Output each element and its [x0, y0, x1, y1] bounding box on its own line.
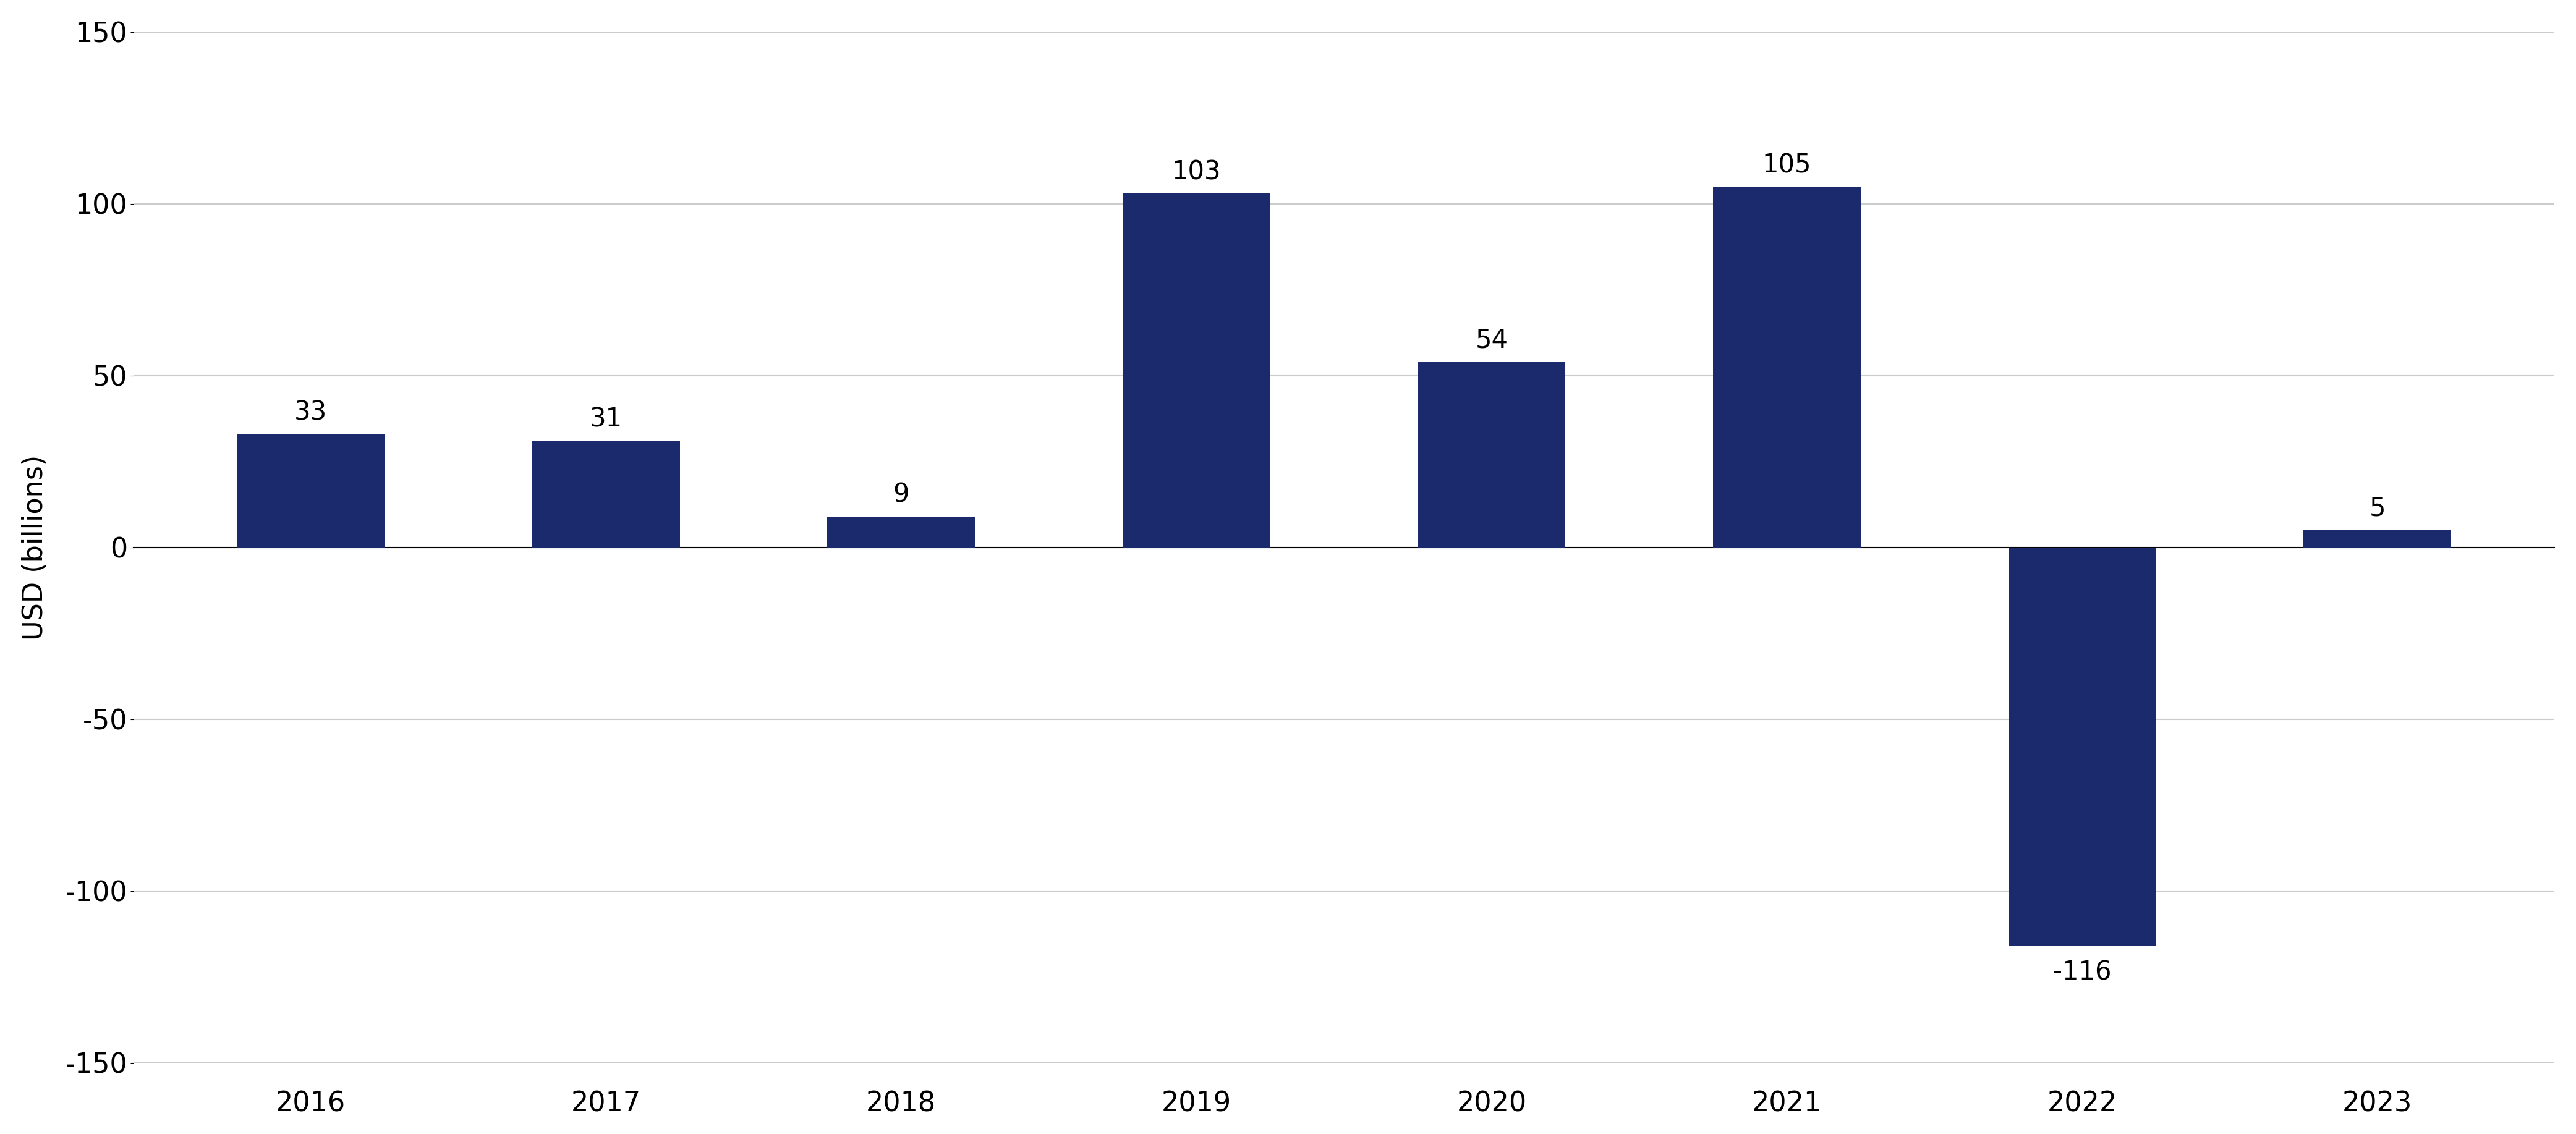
Text: 31: 31	[590, 406, 623, 432]
Text: 33: 33	[294, 399, 327, 425]
Bar	[2009, 548, 2156, 946]
Text: 2017: 2017	[572, 1090, 641, 1117]
Text: 2020: 2020	[1455, 1090, 1528, 1117]
Bar	[827, 516, 974, 548]
Text: 9: 9	[894, 482, 909, 508]
Text: 2021: 2021	[1752, 1090, 1821, 1117]
Text: 5: 5	[2370, 496, 2385, 522]
Text: 2019: 2019	[1162, 1090, 1231, 1117]
Bar	[237, 434, 384, 548]
Text: 105: 105	[1762, 152, 1811, 178]
Text: 2022: 2022	[2048, 1090, 2117, 1117]
Y-axis label: USD (billions): USD (billions)	[21, 455, 49, 640]
Bar	[2303, 531, 2452, 548]
Bar	[533, 441, 680, 548]
Bar	[1123, 194, 1270, 548]
Text: 2023: 2023	[2342, 1090, 2414, 1117]
Text: 103: 103	[1172, 159, 1221, 185]
Text: 2018: 2018	[866, 1090, 935, 1117]
Text: 2016: 2016	[276, 1090, 345, 1117]
Bar	[1713, 187, 1860, 548]
Text: -116: -116	[2053, 959, 2112, 985]
Text: 54: 54	[1476, 328, 1507, 353]
Bar	[1417, 362, 1566, 548]
